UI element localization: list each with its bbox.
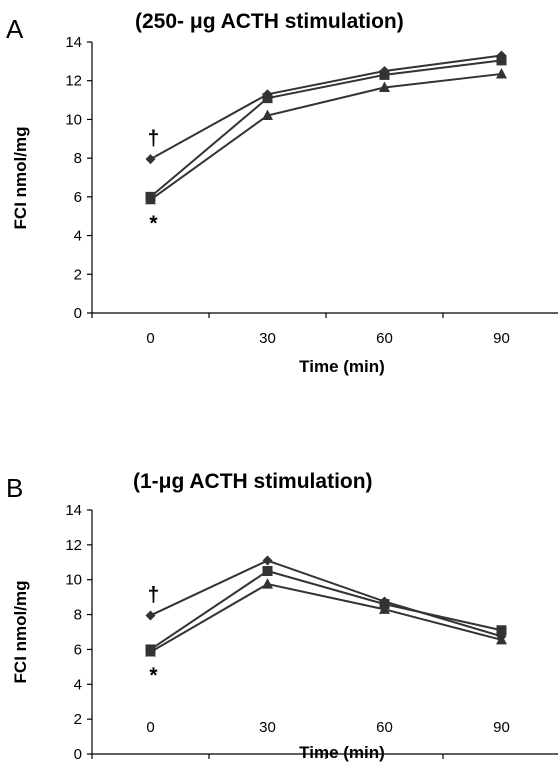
data-point-triangle	[496, 67, 507, 79]
panel-label: A	[6, 14, 24, 44]
data-point-diamond	[262, 555, 273, 566]
data-point-square	[496, 55, 507, 66]
data-point-triangle	[379, 603, 390, 614]
series-line-triangle	[149, 583, 502, 653]
series-line-square	[149, 59, 502, 198]
data-point-triangle	[145, 193, 156, 205]
x-tick-label: 60	[376, 330, 393, 347]
y-tick-label: 0	[74, 305, 82, 322]
y-tick-label: 6	[74, 641, 82, 658]
y-tick-label: 14	[65, 34, 82, 51]
series-line-diamond	[150, 54, 502, 160]
y-tick-label: 14	[65, 502, 82, 519]
data-point-triangle	[262, 578, 273, 589]
y-tick-label: 2	[74, 711, 82, 728]
y-tick-label: 10	[65, 111, 82, 128]
asterisk-annotation: *	[149, 664, 158, 687]
data-point-square	[262, 93, 273, 104]
data-point-square	[379, 69, 390, 80]
series-line-triangle	[149, 72, 502, 201]
y-tick-label: 4	[74, 676, 82, 693]
y-tick-label: 0	[74, 746, 82, 763]
y-tick-label: 2	[74, 266, 82, 283]
panel-label: B	[6, 473, 23, 503]
y-tick-label: 4	[74, 228, 82, 245]
y-axis-label: FCI nmol/mg	[11, 127, 30, 230]
data-point-triangle	[496, 633, 507, 645]
dagger-annotation: †	[148, 583, 160, 606]
data-point-triangle	[145, 646, 156, 657]
data-point-triangle	[379, 81, 390, 92]
y-tick-label: 8	[74, 607, 82, 624]
x-tick-label: 0	[146, 330, 154, 347]
y-tick-label: 10	[65, 572, 82, 589]
y-axis-label: FCI nmol/mg	[11, 581, 30, 684]
y-tick-label: 12	[65, 73, 82, 90]
data-point-diamond	[145, 610, 156, 621]
series-line-square	[149, 569, 502, 651]
dagger-annotation: †	[148, 127, 160, 150]
data-point-triangle	[262, 109, 273, 121]
data-point-square	[262, 566, 273, 576]
x-tick-label: 90	[493, 719, 510, 736]
x-axis-label: Time (min)	[299, 743, 385, 762]
chart-title: (250- μg ACTH stimulation)	[135, 10, 404, 33]
x-tick-label: 90	[493, 330, 510, 347]
series-line-diamond	[150, 559, 502, 638]
x-tick-label: 30	[259, 719, 276, 736]
chart-title: (1-μg ACTH stimulation)	[133, 470, 373, 493]
y-tick-label: 6	[74, 189, 82, 206]
y-tick-label: 8	[74, 150, 82, 167]
asterisk-annotation: *	[149, 212, 158, 235]
x-tick-label: 30	[259, 330, 276, 347]
x-tick-label: 60	[376, 719, 393, 736]
data-point-diamond	[145, 154, 156, 165]
y-tick-label: 12	[65, 537, 82, 554]
x-axis-label: Time (min)	[299, 357, 385, 376]
data-point-square	[496, 625, 507, 636]
x-tick-label: 0	[146, 719, 154, 736]
